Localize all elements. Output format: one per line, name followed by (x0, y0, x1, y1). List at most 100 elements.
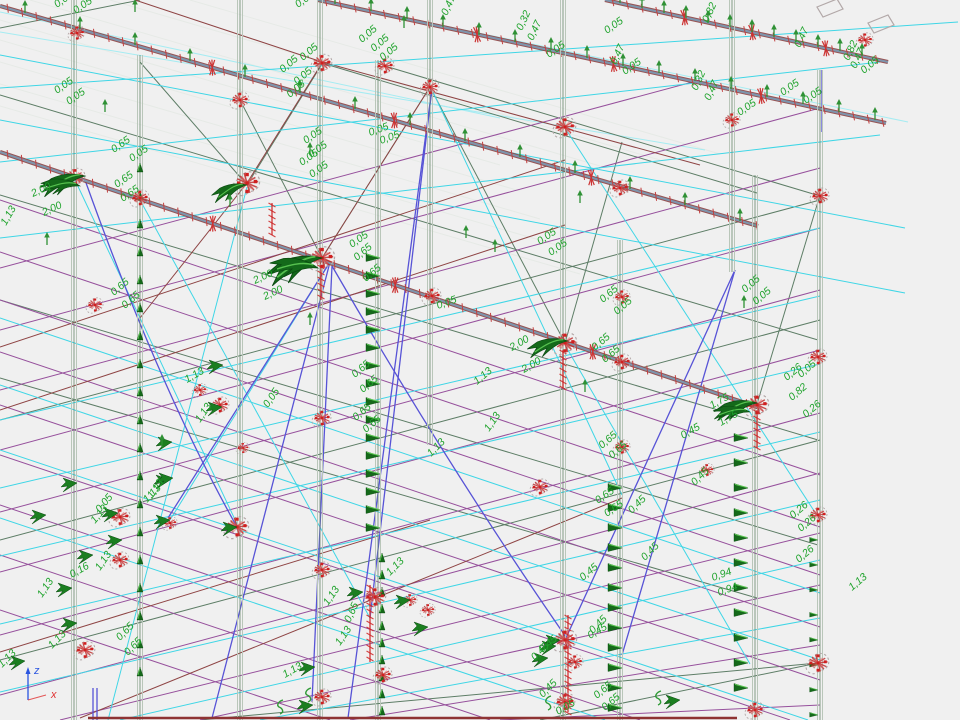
load-value-label: 0,45 (679, 421, 703, 442)
red-band-tick (268, 202, 276, 208)
member-line (564, 269, 736, 641)
red-band-tick (753, 445, 761, 451)
beam-core (317, 0, 887, 125)
member-line (107, 186, 248, 720)
right-load-cone-icon (733, 658, 749, 667)
beam-hatch-tick (866, 114, 870, 124)
member-line (246, 62, 323, 184)
load-value-label: 0,47 (439, 0, 459, 17)
beam-hatch-tick (787, 35, 791, 45)
load-value-label: 1,13 (333, 624, 355, 648)
spring-icon (305, 687, 312, 703)
red-band-tick (564, 698, 572, 704)
red-band-tick (753, 433, 761, 439)
beam-hatch-tick (447, 298, 450, 308)
beam-hatch-tick (467, 137, 470, 147)
beam-hatch-tick (699, 16, 703, 26)
beam-hatch-tick (49, 16, 53, 26)
red-band-tick (268, 232, 276, 238)
beam-hatch-tick (324, 0, 328, 7)
member-line (0, 251, 821, 528)
load-value-label: 0,05 (261, 386, 283, 410)
load-value-label: 0,05 (127, 143, 151, 165)
cable-curve (84, 179, 238, 528)
beam-hatch-tick (120, 188, 123, 198)
member-line (134, 0, 323, 63)
beam-hatch-tick (6, 150, 9, 160)
beam-hatch-tick (837, 108, 841, 118)
beam-hatch-tick (404, 284, 407, 294)
beam-hatch-tick (205, 217, 208, 227)
member-line (0, 199, 821, 476)
red-band-tick (559, 367, 567, 373)
up-load-cone-icon (378, 688, 386, 699)
member-line (0, 159, 566, 348)
red-band-tick (317, 276, 325, 282)
support-plates (816, 0, 895, 34)
beam-hatch-tick (262, 236, 265, 246)
cable-curve (331, 265, 569, 641)
node-marker (191, 382, 209, 399)
beam-core (604, 0, 889, 64)
member-line (0, 299, 821, 576)
beam-hatch-tick (831, 45, 835, 55)
beam-hatch-tick (793, 98, 797, 108)
member-line (0, 79, 701, 269)
beam-hatch-tick (573, 51, 577, 61)
beam-hatch-tick (219, 221, 222, 231)
up-load-cone-icon (378, 603, 386, 614)
member-line (211, 261, 331, 719)
member-line (564, 344, 751, 665)
member-line (0, 384, 821, 661)
beam-hatch-tick (655, 6, 659, 16)
up-load-arrow-icon (576, 189, 584, 204)
member-line (0, 94, 819, 341)
load-value-label: 0,45 (639, 540, 662, 563)
member-line (29, 0, 601, 167)
medium-load-arrow-icon (663, 694, 681, 710)
right-load-cone-icon (733, 508, 749, 517)
beam-hatch-tick (674, 375, 677, 385)
beam-hatch-tick (418, 288, 421, 298)
beam-hatch-tick (510, 150, 513, 160)
red-band-tick (559, 379, 567, 385)
beam-connection-mark (749, 24, 755, 41)
load-value-label: 2,00 (260, 283, 285, 303)
member-line (349, 644, 821, 720)
beam-hatch-tick (395, 116, 398, 126)
beam-hatch-tick (726, 212, 730, 222)
beam-hatch-tick (660, 370, 663, 380)
beam-hatch-tick (496, 145, 499, 155)
member-line (0, 363, 821, 557)
beam-hatch-tick (64, 20, 67, 30)
member-line (0, 83, 561, 247)
member-line (0, 319, 821, 541)
members-cable-curved (84, 179, 569, 641)
support-plate-icon (816, 0, 844, 18)
member-line (0, 317, 821, 594)
right-load-cone-icon (809, 561, 819, 568)
red-band-tick (564, 644, 572, 650)
member-line (0, 295, 821, 489)
beam-hatch-tick (383, 9, 386, 19)
member-line (756, 194, 821, 405)
beam-hatch-tick (504, 317, 507, 327)
beam-hatch-tick (148, 197, 151, 207)
right-load-cone-icon (809, 536, 819, 543)
node-marker (808, 186, 831, 207)
beam-hatch-tick (453, 133, 456, 143)
red-band-tick (564, 614, 572, 620)
up-load-cone-icon (378, 637, 386, 648)
red-band-tick (366, 632, 374, 638)
beam-hatch-tick (713, 19, 717, 29)
axis-z-label: z (33, 665, 40, 677)
beam-hatch-tick (222, 66, 225, 76)
red-band-tick (317, 282, 325, 288)
load-value-label: 1,13 (93, 549, 115, 573)
load-value-label: 0,47 (702, 78, 722, 103)
beam-hatch-tick (248, 231, 251, 241)
node-markers (62, 24, 875, 720)
beam-hatch-tick (265, 78, 269, 89)
